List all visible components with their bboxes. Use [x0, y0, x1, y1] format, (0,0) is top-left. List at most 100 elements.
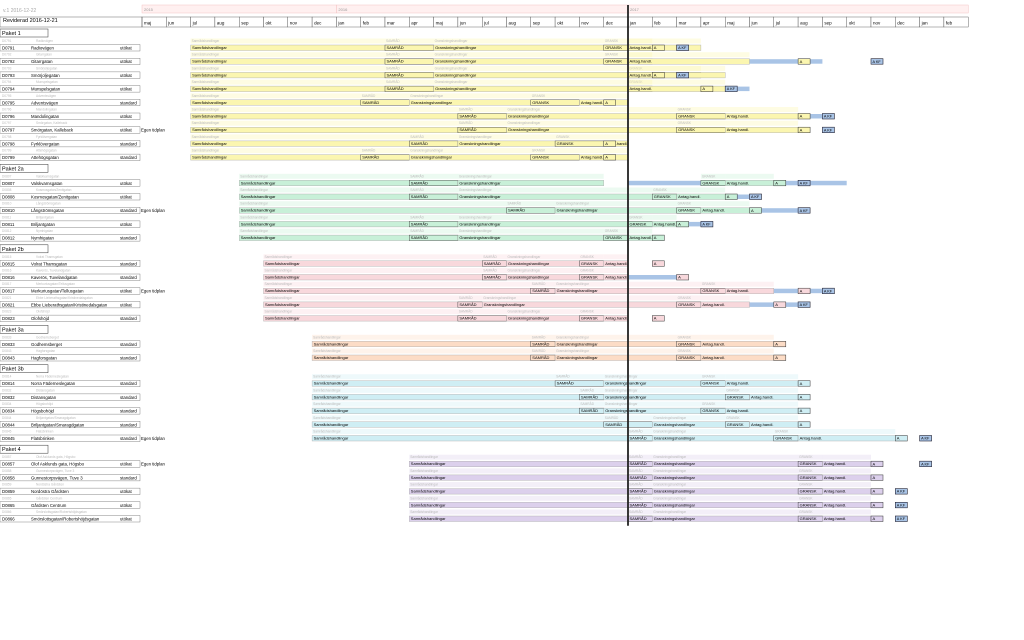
- kf-label: A KF: [824, 128, 833, 132]
- kf-marker: [919, 435, 932, 442]
- ghost-bar: [700, 201, 750, 207]
- ghost-bar: [603, 228, 628, 234]
- ghost-row-label: Godhemsberget: [36, 335, 59, 339]
- month-label: jan: [629, 21, 637, 26]
- row-type: utökat: [120, 489, 133, 494]
- ghost-bar-label: SAMRÅD: [410, 173, 424, 178]
- row-label-box: [0, 273, 141, 281]
- phase-label: GRANSK: [581, 261, 598, 266]
- phase-label: SAMRÅD: [411, 180, 428, 185]
- ghost-bar: [700, 295, 750, 301]
- row-extra: Egen tidplan: [141, 208, 166, 213]
- row-label-box: [0, 434, 141, 442]
- phase-label: Granskningshandlingar: [435, 59, 477, 64]
- ghost-row-label: D0844: [2, 416, 12, 420]
- ghost-bar: [190, 148, 361, 154]
- approval-marker: [652, 72, 665, 79]
- ghost-bar-label: GRANSK: [605, 53, 619, 57]
- row-label-box: [0, 314, 141, 322]
- phase-label: Samrådshandlingar: [411, 502, 446, 507]
- ghost-row-label: D0795: [2, 94, 12, 98]
- ghost-bar-label: Granskningshandlingar: [459, 215, 493, 219]
- phase-label: Granskningshandlingar: [557, 341, 599, 346]
- phase-label: Granskningshandlingar: [435, 45, 477, 50]
- ghost-bar: [190, 65, 385, 71]
- approval-marker: [700, 85, 714, 92]
- month-label: nov: [581, 21, 589, 26]
- phase-label: GRANSK: [678, 302, 695, 307]
- approval-label: A: [605, 100, 608, 105]
- approval-label: A: [800, 408, 803, 413]
- approval-label: A: [800, 381, 803, 386]
- ghost-row-label: Olofshöjd: [36, 310, 50, 314]
- ghost-bar: [822, 468, 871, 474]
- approval-label: A: [775, 341, 778, 346]
- ghost-bar: [798, 509, 823, 515]
- ghost-row-label: Volrat Thamsgatan: [36, 255, 63, 259]
- phase-label: Granskningshandlingar: [654, 422, 696, 427]
- row-type: standard: [120, 409, 137, 414]
- ghost-bar-label: Samrådshandlingar: [192, 66, 221, 70]
- phase-label: Antag.handl.: [824, 516, 846, 521]
- ghost-bar-label: Samrådshandlingar: [313, 375, 342, 379]
- row-name: Munspelsgatan: [31, 87, 61, 92]
- month-label: jan: [921, 21, 929, 26]
- ghost-bar: [652, 187, 677, 193]
- ghost-bar: [263, 309, 458, 315]
- ghost-row-label: Adventsvägen: [36, 94, 56, 98]
- ghost-bar-label: SAMRÅD: [459, 107, 473, 112]
- ghost-bar: [190, 120, 458, 126]
- row-name: Godhemsberget: [31, 342, 63, 347]
- phase-label: Samrådshandlingar: [192, 59, 227, 64]
- row-label-box: [0, 44, 141, 52]
- phase-label: SAMRÅD: [532, 341, 549, 346]
- phase-label: Granskningshandlingar: [459, 141, 501, 146]
- month-label: sep: [533, 21, 541, 26]
- ghost-bar: [506, 120, 677, 126]
- ghost-bar-label: SAMRÅD: [410, 228, 424, 233]
- phase-label: Antag.handl.: [824, 489, 846, 494]
- phase-label: GRANSK: [532, 155, 549, 160]
- row-label-box: [0, 380, 141, 387]
- phase-label: GRANSK: [654, 194, 671, 199]
- kf-label: A KF: [678, 74, 687, 78]
- phase-label: GRANSK: [800, 516, 817, 521]
- row-label-box: [0, 85, 141, 93]
- ghost-bar-label: Granskningshandlingar: [556, 349, 590, 353]
- row-name: Högsbohöjd: [31, 409, 55, 414]
- ghost-bar: [555, 134, 604, 140]
- ghost-bar-label: Granskningshandlingar: [653, 469, 687, 473]
- phase-label: SAMRÅD: [484, 275, 501, 280]
- approval-marker: [676, 274, 689, 281]
- ghost-bar-label: Granskningshandlingar: [605, 375, 639, 379]
- package-header-box: [0, 244, 49, 254]
- phase-label: Granskningshandlingar: [508, 316, 550, 321]
- phase-label: Antag.handl.: [630, 86, 652, 91]
- row-type: standard: [120, 141, 137, 146]
- phase-label: Granskningshandlingar: [605, 394, 647, 399]
- ghost-bar-label: SAMRÅD: [386, 65, 400, 70]
- ghost-bar: [409, 495, 628, 501]
- ghost-bar: [603, 254, 628, 260]
- month-label: maj: [727, 21, 734, 26]
- phase-label: Granskningshandlingar: [654, 436, 696, 441]
- ghost-bar: [530, 334, 556, 340]
- row-id: D0791: [2, 46, 15, 51]
- phase-label: Antag.handl.: [630, 59, 652, 64]
- phase-label: Samrådshandlingar: [192, 127, 227, 132]
- ghost-bar: [652, 495, 799, 501]
- ghost-row-label: D0814: [2, 375, 12, 379]
- row-id: D0807: [2, 181, 15, 186]
- ghost-bar: [725, 374, 799, 380]
- row-type: utökat: [120, 128, 133, 133]
- phase-label: Antag.handl.: [702, 341, 724, 346]
- phase-label: SAMRÅD: [605, 422, 622, 427]
- ghost-row-label: Flatsbrinken: [36, 430, 54, 434]
- phase-label: Granskningshandlingar: [508, 127, 550, 132]
- ghost-bar-label: Granskningshandlingar: [605, 388, 639, 392]
- phase-label: GRANSK: [702, 408, 719, 413]
- ghost-bar-label: SAMRÅD: [410, 214, 424, 219]
- row-label-box: [0, 421, 141, 428]
- month-label: apr: [411, 21, 418, 26]
- ghost-bar: [652, 429, 774, 434]
